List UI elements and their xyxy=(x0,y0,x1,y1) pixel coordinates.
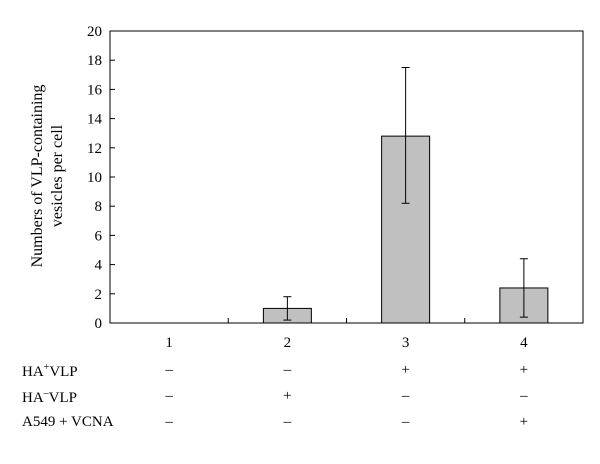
axes xyxy=(109,30,584,324)
y-tick-label: 18 xyxy=(87,53,102,69)
condition-sign: – xyxy=(401,388,410,404)
condition-sign: – xyxy=(520,388,528,404)
condition-label-sup: + xyxy=(43,362,50,373)
y-tick-label: 16 xyxy=(87,82,103,98)
condition-sign: – xyxy=(283,414,292,430)
y-axis-label-line-2: vesicles per cell xyxy=(49,124,66,227)
x-tick-label: 2 xyxy=(284,335,292,351)
condition-sign: + xyxy=(519,362,529,378)
condition-sign: – xyxy=(283,362,292,378)
y-axis-label-line-1: Numbers of VLP-containing xyxy=(29,85,46,268)
condition-sign: – xyxy=(165,388,173,404)
x-tick-label: 3 xyxy=(402,335,410,351)
condition-label-ha-minus-vlp: HA–VLP xyxy=(22,388,77,407)
condition-label-rest: VLP xyxy=(48,390,78,406)
y-tick-label: 2 xyxy=(95,287,103,303)
condition-sign: + xyxy=(519,414,529,430)
y-tick-label: 0 xyxy=(95,316,103,332)
condition-label-main: HA xyxy=(22,390,44,406)
x-tick-label: 4 xyxy=(520,335,528,351)
condition-sign: – xyxy=(165,414,173,430)
y-tick-label: 20 xyxy=(87,24,102,40)
condition-label-main: A549 + VCNA xyxy=(22,414,114,430)
y-tick-label: 12 xyxy=(87,141,102,157)
plot-frame xyxy=(109,30,584,324)
y-tick-label: 4 xyxy=(95,258,103,274)
y-tick-label: 6 xyxy=(95,228,103,244)
condition-label-a549-vcna: A549 + VCNA xyxy=(22,414,114,431)
y-tick-label: 8 xyxy=(95,199,103,215)
condition-sign: – xyxy=(401,414,410,430)
x-ticks: 1 2 3 4 xyxy=(165,318,528,351)
condition-label-ha-plus-vlp: HA+VLP xyxy=(22,362,78,381)
x-tick-label: 1 xyxy=(165,335,173,351)
condition-label-main: HA xyxy=(22,364,44,380)
y-ticks: 0 2 4 6 8 10 12 14 16 18 20 xyxy=(87,24,115,332)
condition-sign: + xyxy=(283,388,292,404)
condition-sign: – xyxy=(165,362,173,378)
condition-label-rest: VLP xyxy=(49,364,78,380)
error-bars xyxy=(283,67,528,321)
condition-sign: + xyxy=(401,362,410,378)
y-tick-label: 10 xyxy=(87,170,102,186)
y-tick-label: 14 xyxy=(87,112,103,128)
condition-label-sup: – xyxy=(43,388,49,399)
